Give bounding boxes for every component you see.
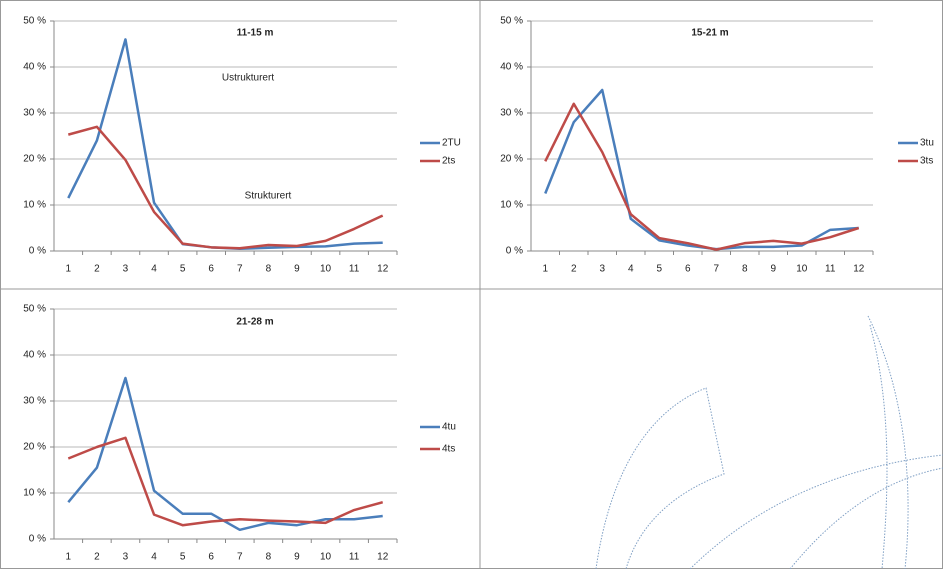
y-tick-label: 50 % (23, 304, 46, 315)
x-tick-label: 12 (377, 264, 389, 275)
legend-label: 4ts (442, 444, 455, 455)
series-line (544, 88, 859, 251)
y-tick-label: 30 % (23, 108, 46, 119)
x-tick-label: 2 (94, 552, 100, 563)
y-tick-label: 50 % (500, 16, 523, 27)
x-tick-label: 2 (94, 264, 100, 275)
x-tick-label: 10 (320, 264, 332, 275)
x-tick-label: 4 (151, 264, 157, 275)
legend-label: 2TU (442, 138, 461, 149)
series-line (67, 436, 384, 527)
x-tick-label: 6 (208, 552, 214, 563)
x-tick-label: 10 (796, 264, 808, 275)
x-tick-label: 7 (237, 552, 243, 563)
y-tick-label: 40 % (500, 62, 523, 73)
x-tick-label: 7 (237, 264, 243, 275)
x-tick-label: 11 (349, 264, 360, 275)
x-tick-label: 8 (266, 552, 272, 563)
x-tick-label: 7 (713, 264, 719, 275)
chart-title: 11-15 m (237, 28, 274, 39)
x-tick-label: 1 (66, 264, 72, 275)
annotation: Strukturert (245, 191, 292, 202)
x-tick-label: 9 (770, 264, 776, 275)
y-tick-label: 30 % (23, 396, 46, 407)
legend-label: 2ts (442, 156, 455, 167)
series-line (544, 102, 860, 251)
y-tick-label: 10 % (23, 488, 46, 499)
decoration (595, 315, 943, 569)
chart-title: 21-28 m (236, 317, 273, 328)
annotation: Ustrukturert (222, 73, 274, 84)
x-tick-label: 3 (123, 552, 129, 563)
x-tick-label: 9 (294, 264, 300, 275)
x-tick-label: 5 (180, 552, 186, 563)
y-tick-label: 10 % (500, 200, 523, 211)
y-tick-label: 30 % (500, 108, 523, 119)
x-tick-label: 8 (742, 264, 748, 275)
x-tick-label: 12 (377, 552, 389, 563)
y-tick-label: 0 % (506, 246, 523, 257)
x-tick-label: 6 (208, 264, 214, 275)
x-tick-label: 4 (628, 264, 634, 275)
x-tick-label: 10 (320, 552, 332, 563)
x-tick-label: 8 (266, 264, 272, 275)
x-tick-label: 12 (853, 264, 865, 275)
legend-label: 3ts (920, 156, 933, 167)
x-tick-label: 5 (180, 264, 186, 275)
series-line (67, 376, 383, 532)
y-tick-label: 20 % (23, 154, 46, 165)
y-tick-label: 20 % (23, 442, 46, 453)
x-tick-label: 11 (349, 552, 360, 563)
x-tick-label: 2 (571, 264, 577, 275)
y-tick-label: 40 % (23, 62, 46, 73)
x-tick-label: 1 (66, 552, 72, 563)
legend-label: 3tu (920, 138, 934, 149)
y-tick-label: 40 % (23, 350, 46, 361)
x-tick-label: 11 (825, 264, 836, 275)
series-line (67, 38, 383, 250)
x-tick-label: 9 (294, 552, 300, 563)
x-tick-label: 5 (656, 264, 662, 275)
x-tick-label: 3 (599, 264, 605, 275)
y-tick-label: 0 % (29, 534, 46, 545)
y-tick-label: 0 % (29, 246, 46, 257)
y-tick-label: 20 % (500, 154, 523, 165)
y-tick-label: 10 % (23, 200, 46, 211)
legend-label: 4tu (442, 422, 456, 433)
x-tick-label: 6 (685, 264, 691, 275)
x-tick-label: 1 (542, 264, 548, 275)
x-tick-label: 3 (123, 264, 129, 275)
chart-title: 15-21 m (691, 28, 728, 39)
y-tick-label: 50 % (23, 16, 46, 27)
x-tick-label: 4 (151, 552, 157, 563)
series-line (67, 125, 384, 250)
